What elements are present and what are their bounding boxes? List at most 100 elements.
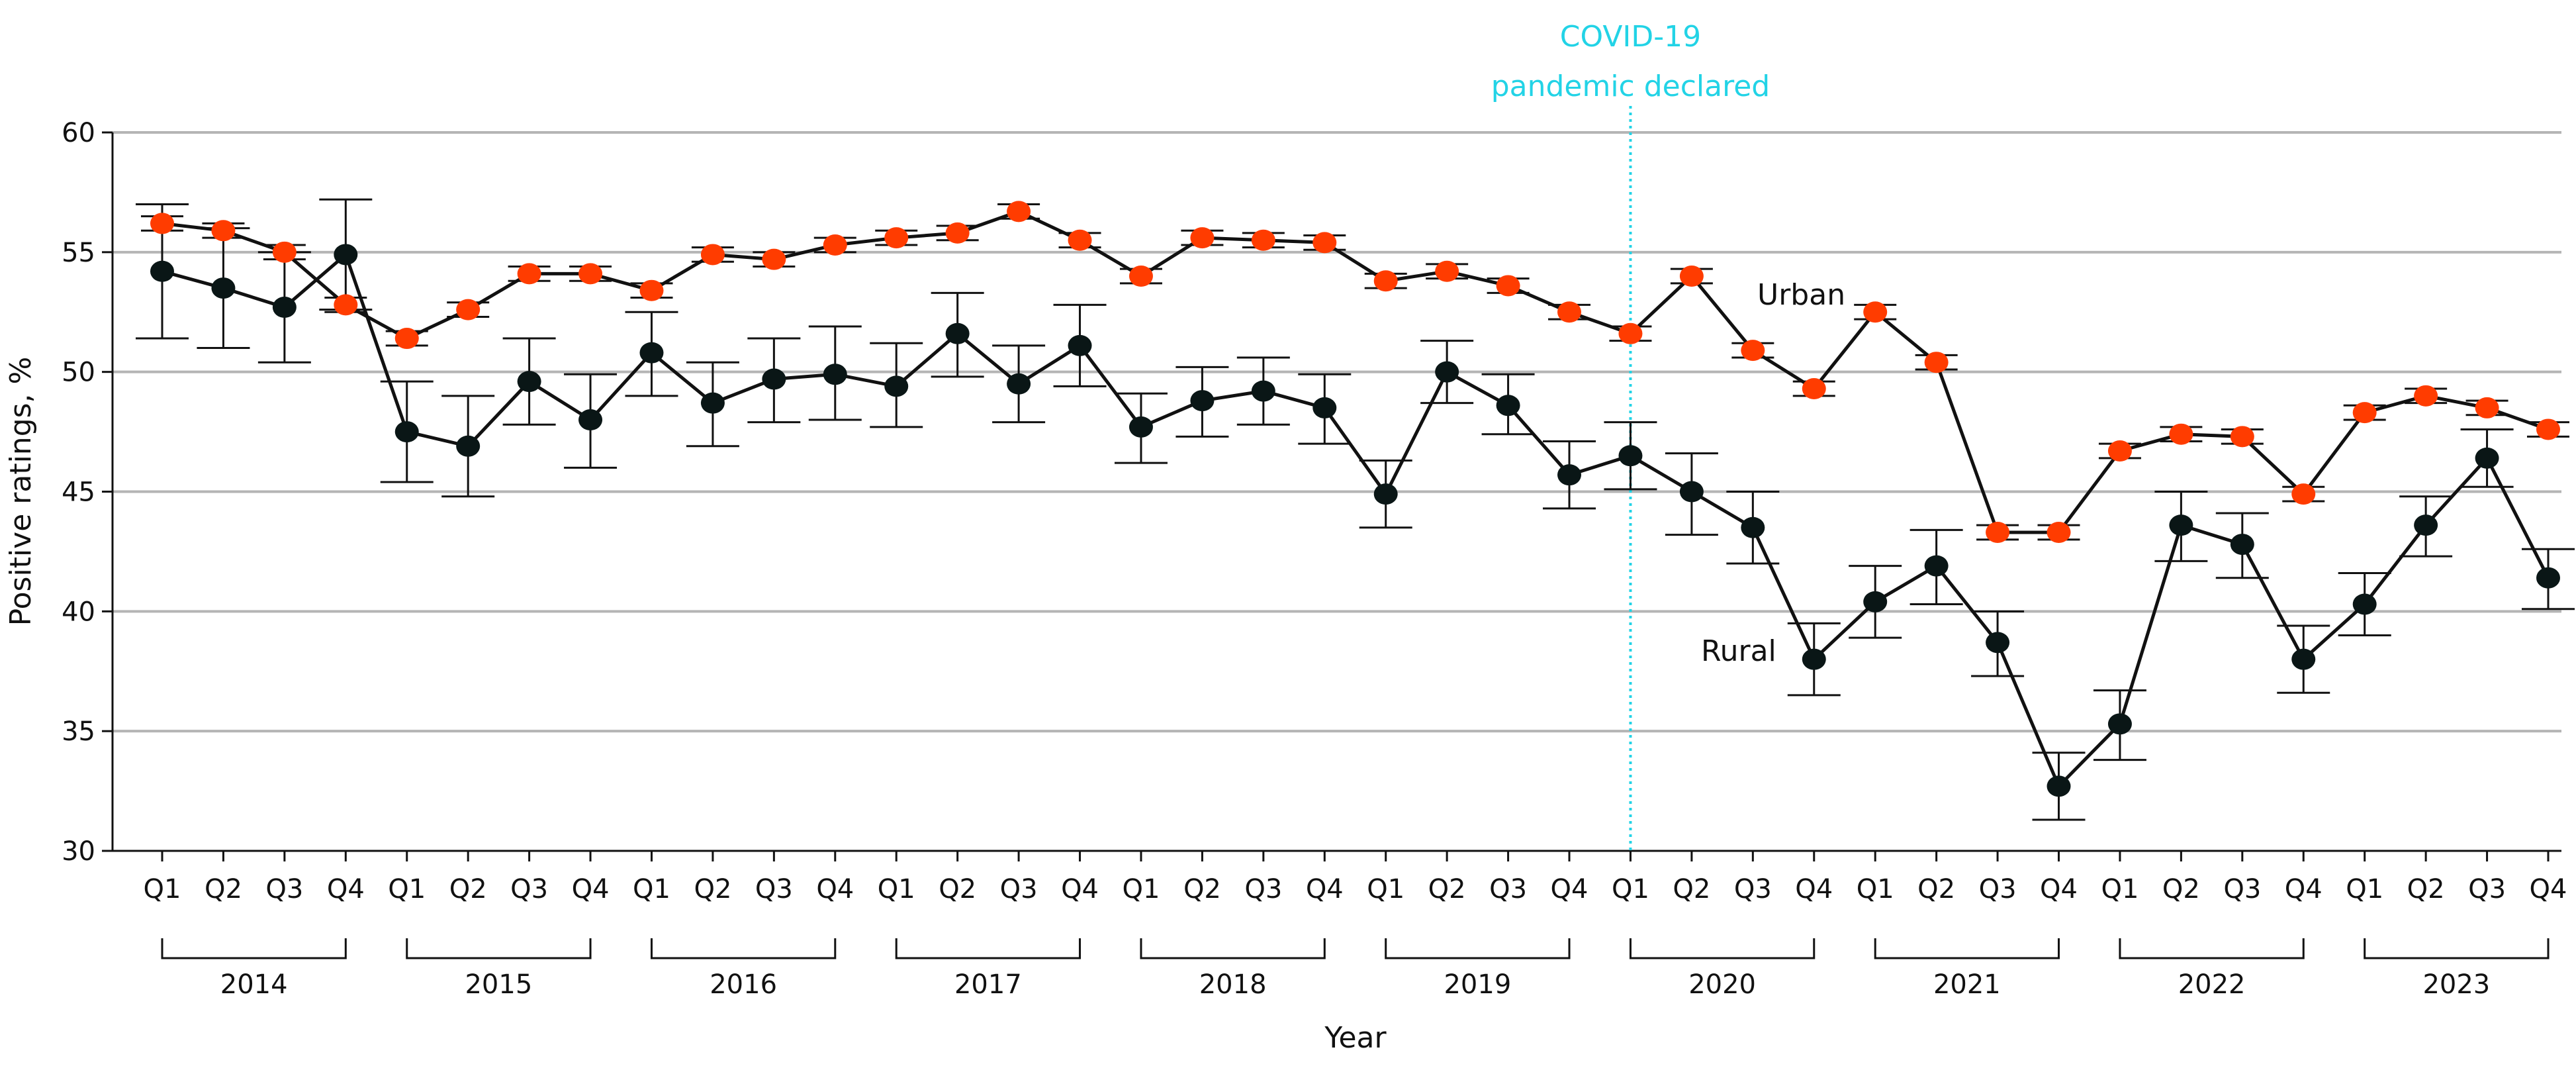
year-label: 2017: [954, 969, 1022, 1000]
annotation-line-1: COVID-19: [1560, 20, 1701, 54]
x-tick-label: Q3: [265, 874, 303, 905]
data-point: [1496, 395, 1520, 416]
data-point: [1373, 483, 1398, 505]
data-point: [1435, 361, 1459, 383]
data-point: [2536, 418, 2560, 440]
x-tick-label: Q3: [1000, 874, 1038, 905]
year-label: 2021: [1933, 969, 2001, 1000]
data-point: [1557, 464, 1582, 486]
data-point: [2230, 534, 2254, 556]
x-tick-label: Q2: [1917, 874, 1955, 905]
data-point: [517, 263, 541, 285]
year-bracket: [895, 938, 1081, 959]
data-point: [2475, 447, 2499, 469]
year-label: 2019: [1444, 969, 1511, 1000]
year-label: 2020: [1688, 969, 1756, 1000]
data-point: [1251, 229, 1275, 251]
data-point: [1863, 591, 1888, 612]
data-point: [2107, 440, 2132, 462]
y-tick-label: 40: [62, 597, 95, 627]
x-tick-label: Q3: [1979, 874, 2017, 905]
year-label: 2018: [1199, 969, 1267, 1000]
data-point: [1128, 416, 1153, 438]
data-point: [2107, 713, 2132, 735]
x-tick-label: Q1: [1123, 874, 1160, 905]
data-point: [2169, 514, 2193, 536]
data-point: [334, 294, 358, 316]
data-point: [945, 322, 970, 344]
data-point: [272, 241, 297, 263]
y-tick-label: 55: [62, 238, 95, 268]
data-point: [639, 342, 664, 364]
x-tick-label: Q1: [2346, 874, 2383, 905]
data-point: [1007, 373, 1031, 395]
annotation-line-2: pandemic declared: [1491, 70, 1771, 103]
x-tick-label: Q4: [2530, 874, 2567, 905]
data-point: [823, 364, 847, 385]
data-point: [700, 244, 725, 266]
data-point: [1312, 397, 1337, 418]
x-tick-label: Q1: [878, 874, 915, 905]
data-point: [2475, 397, 2499, 418]
year-bracket: [650, 938, 837, 959]
data-point: [394, 421, 419, 443]
x-tick-label: Q4: [1795, 874, 1833, 905]
data-point: [2414, 385, 2438, 407]
data-point: [1679, 481, 1704, 503]
series-label-rural: Rural: [1701, 634, 1776, 668]
x-tick-label: Q1: [144, 874, 181, 905]
data-point: [1312, 232, 1337, 254]
data-point: [2536, 567, 2560, 589]
x-tick-label: Q4: [1061, 874, 1099, 905]
y-tick-label: 45: [62, 477, 95, 508]
x-tick-label: Q1: [1857, 874, 1894, 905]
x-tick-label: Q1: [633, 874, 670, 905]
data-point: [2352, 593, 2377, 615]
data-point: [1496, 275, 1520, 297]
data-point: [884, 375, 909, 397]
x-tick-label: Q1: [2101, 874, 2139, 905]
data-point: [150, 213, 174, 234]
x-tick-label: Q2: [1183, 874, 1221, 905]
data-point: [1557, 301, 1582, 323]
data-point: [1618, 445, 1643, 467]
data-point: [394, 328, 419, 350]
data-point: [456, 435, 481, 457]
x-tick-label: Q4: [2040, 874, 2078, 905]
data-point: [211, 220, 236, 242]
data-point: [1924, 555, 1949, 577]
data-point: [456, 299, 481, 320]
data-point: [1128, 266, 1153, 287]
data-point: [334, 244, 358, 266]
data-point: [2230, 426, 2254, 448]
series-group: [136, 198, 2575, 821]
data-point: [884, 227, 909, 249]
x-tick-label: Q1: [1612, 874, 1649, 905]
data-point: [1741, 340, 1765, 362]
data-point: [1863, 301, 1888, 323]
series-line: [161, 209, 2549, 534]
series-line: [161, 252, 2550, 789]
data-point: [823, 234, 847, 256]
data-point: [1741, 516, 1765, 538]
data-point: [211, 277, 236, 299]
x-tick-label: Q3: [2223, 874, 2261, 905]
data-point: [1190, 390, 1215, 412]
x-tick-label: Q4: [327, 874, 365, 905]
series-urban: [141, 201, 2569, 543]
data-point: [1986, 521, 2010, 543]
axes: 30 35 40 45 50 55 60 Q1 Q2 Q3 Q4 Q1 Q2 Q3 Q4 Q1 Q2 Q3 Q4 Q1…: [62, 118, 2567, 1000]
data-point: [150, 260, 174, 282]
data-point: [1007, 201, 1031, 222]
data-point: [2414, 514, 2438, 536]
year-label: 2022: [2178, 969, 2246, 1000]
year-bracket: [1874, 938, 2060, 959]
x-tick-label: Q3: [2468, 874, 2506, 905]
data-point: [700, 392, 725, 414]
data-point: [762, 368, 786, 390]
x-tick-label: Q1: [1367, 874, 1404, 905]
data-point: [2291, 648, 2316, 670]
data-point: [2291, 483, 2316, 505]
data-point: [578, 409, 603, 430]
year-label: 2015: [465, 969, 532, 1000]
